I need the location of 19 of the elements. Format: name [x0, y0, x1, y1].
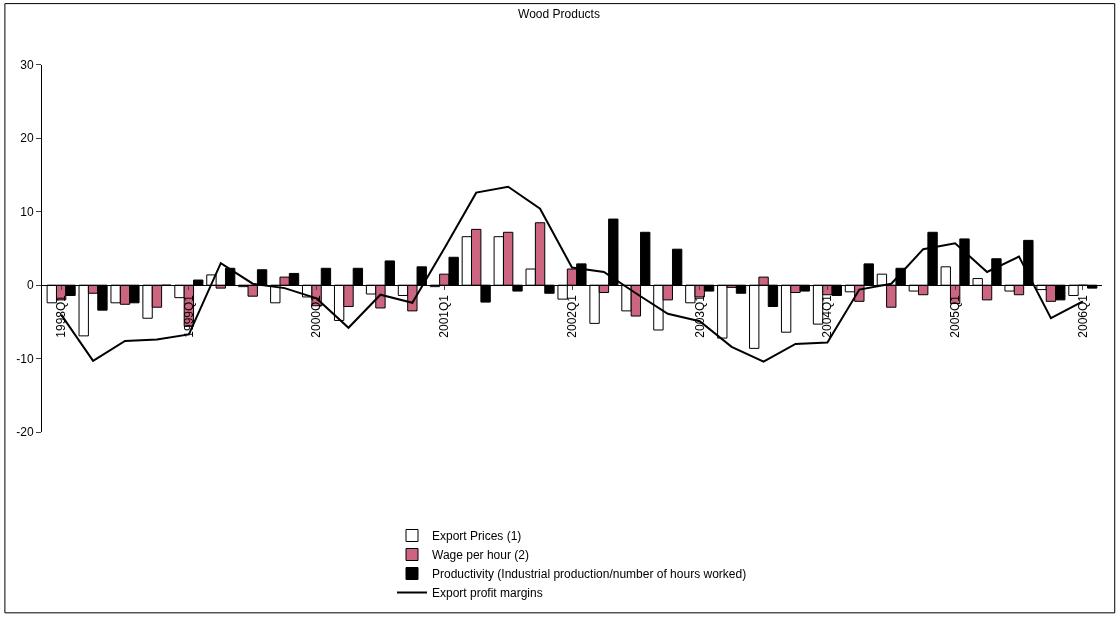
x-tick-label: 2005Q1 [948, 294, 963, 338]
x-tick-label: 1999Q1 [181, 294, 196, 338]
y-tick-label: -10 [16, 351, 34, 366]
chart-title: Wood Products [518, 6, 600, 21]
x-tick-label: 2002Q1 [564, 294, 579, 338]
x-tick-label: 2006Q1 [1075, 294, 1090, 338]
x-tick-label: 2001Q1 [437, 294, 452, 338]
legend-label: Wage per hour (2) [432, 548, 529, 563]
y-tick-label: -20 [16, 425, 34, 440]
legend-label: Export Prices (1) [432, 529, 522, 544]
y-tick-label: 30 [20, 58, 34, 73]
y-tick-label: 10 [20, 204, 34, 219]
x-tick-label: 2003Q1 [692, 294, 707, 338]
y-tick-label: 0 [26, 278, 34, 293]
y-tick-label: 20 [20, 131, 34, 146]
legend-label: Export profit margins [432, 586, 543, 601]
x-tick-label: 2004Q1 [820, 294, 835, 338]
x-tick-label: 1998Q1 [54, 294, 69, 338]
legend-label: Productivity (Industrial production/number of hours worked) [432, 567, 747, 582]
